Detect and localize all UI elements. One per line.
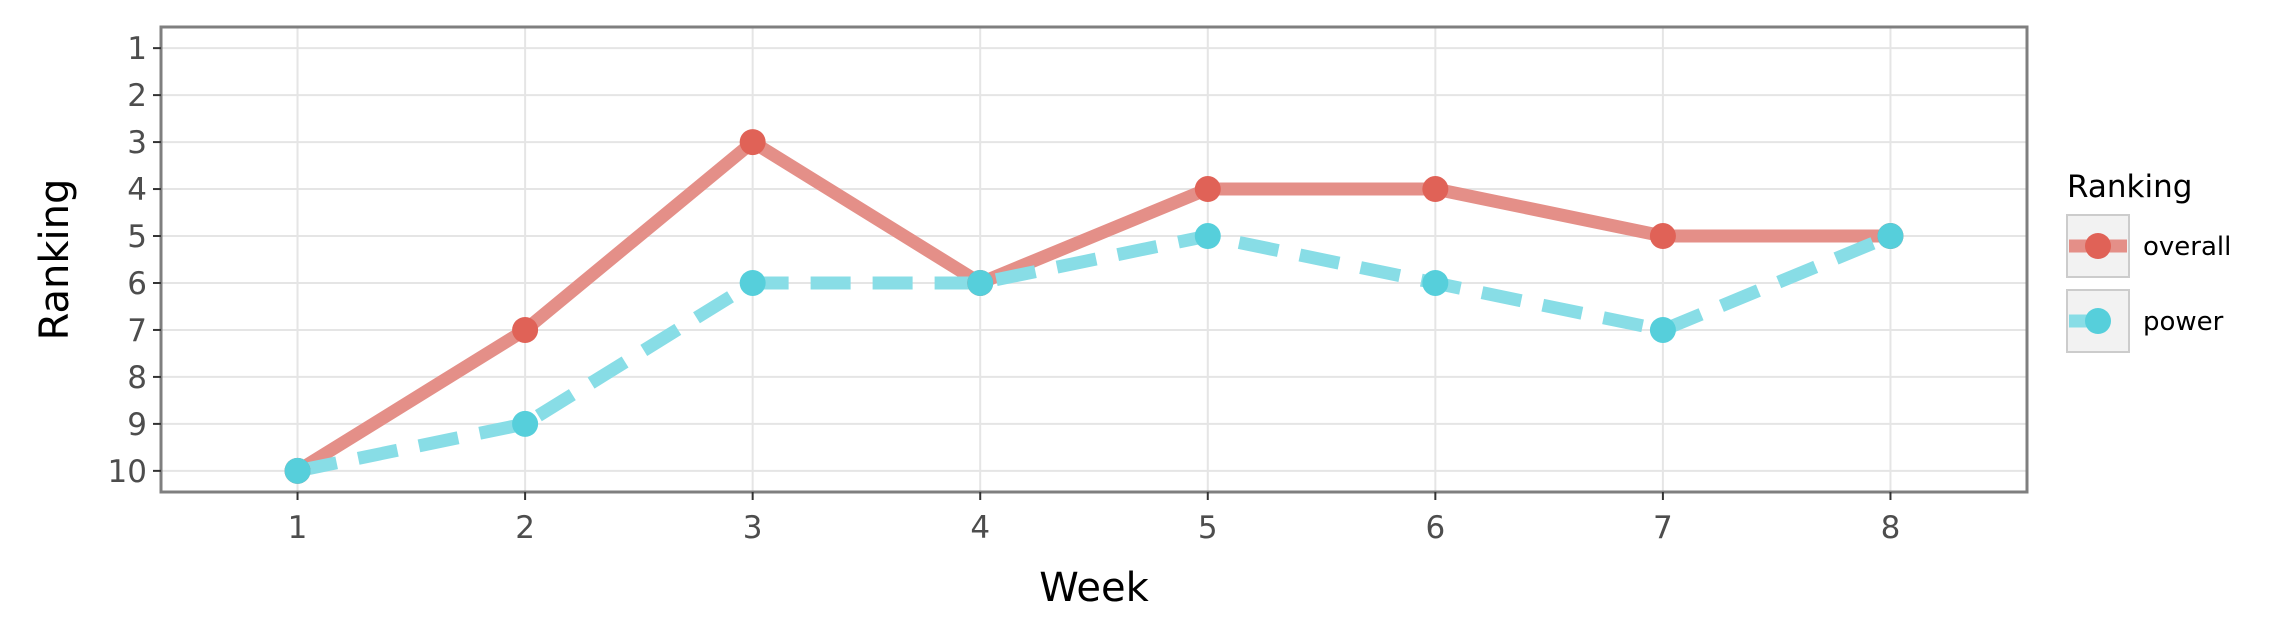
- data-point-power: [1649, 316, 1676, 343]
- x-tick-label: 6: [1425, 510, 1445, 546]
- legend-marker-overall: [2085, 233, 2111, 259]
- legend-title: Ranking: [2067, 169, 2192, 205]
- y-tick-label: 8: [127, 360, 147, 396]
- data-point-power: [1877, 223, 1904, 250]
- y-axis: 1 2 3 4 5 6 7 8 9 10: [108, 31, 161, 490]
- legend: Ranking overall power: [2066, 169, 2231, 353]
- x-tick-label: 8: [1881, 510, 1901, 546]
- series-lines: [294, 135, 1893, 478]
- x-axis: 1 2 3 4 5 6 7 8: [288, 492, 1901, 546]
- y-tick-label: 9: [127, 407, 147, 443]
- legend-marker-power: [2085, 308, 2111, 334]
- y-tick-label: 2: [127, 78, 147, 114]
- data-point-overall: [1194, 176, 1221, 203]
- data-point-power: [967, 269, 994, 296]
- y-axis-title: Ranking: [32, 179, 78, 341]
- data-point-power: [739, 269, 766, 296]
- series-line-power: [296, 229, 1893, 478]
- y-tick-label: 4: [127, 172, 147, 208]
- x-tick-label: 4: [970, 510, 990, 546]
- x-tick-label: 5: [1198, 510, 1218, 546]
- legend-label-overall: overall: [2143, 232, 2231, 262]
- x-tick-label: 3: [743, 510, 763, 546]
- y-tick-label: 1: [127, 31, 147, 67]
- y-tick-label: 10: [108, 454, 147, 490]
- series-points: [284, 129, 1904, 484]
- data-point-overall: [739, 129, 766, 156]
- legend-label-power: power: [2143, 307, 2224, 337]
- data-point-power: [1422, 269, 1449, 296]
- gridlines: [161, 27, 2027, 492]
- data-point-overall: [512, 316, 539, 343]
- plot-panel-border: [159, 25, 2029, 494]
- data-point-power: [1194, 223, 1221, 250]
- x-axis-title: Week: [1039, 565, 1149, 611]
- y-tick-label: 6: [127, 266, 147, 302]
- y-tick-label: 3: [127, 125, 147, 161]
- y-tick-label: 7: [127, 313, 147, 349]
- x-tick-label: 2: [515, 510, 535, 546]
- x-tick-label: 7: [1653, 510, 1673, 546]
- x-tick-label: 1: [288, 510, 308, 546]
- y-tick-label: 5: [127, 219, 147, 255]
- data-point-power: [512, 410, 539, 437]
- data-point-overall: [1422, 176, 1449, 203]
- data-point-overall: [1649, 223, 1676, 250]
- data-point-power: [284, 457, 311, 484]
- series-line-overall: [294, 135, 1891, 477]
